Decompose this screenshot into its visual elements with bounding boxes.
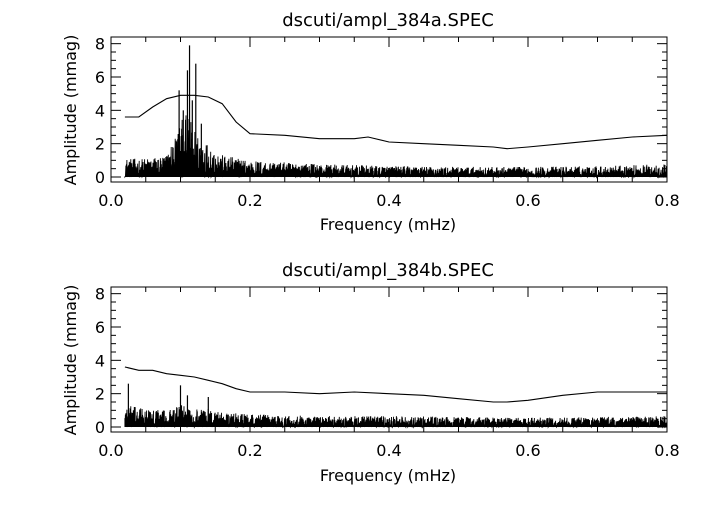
y-tick-label: 8 [95, 285, 105, 304]
x-tick-label: 0.2 [237, 191, 262, 210]
chart-title: dscuti/ampl_384a.SPEC [282, 10, 494, 31]
x-axis-label: Frequency (mHz) [320, 215, 456, 234]
x-tick-label: 0.0 [98, 191, 123, 210]
chart-title: dscuti/ampl_384b.SPEC [282, 260, 494, 281]
panel-top: dscuti/ampl_384a.SPEC Frequency (mHz) Am… [61, 10, 680, 234]
y-axis-label: Amplitude (mmag) [61, 285, 80, 436]
y-tick-label: 2 [95, 135, 105, 154]
x-tick-label: 0.0 [98, 441, 123, 460]
amplitude-spectrum-line [124, 405, 668, 429]
panel-bottom: dscuti/ampl_384b.SPEC Frequency (mHz) Am… [61, 260, 680, 485]
x-tick-label: 0.4 [376, 441, 401, 460]
x-tick-label: 0.8 [654, 191, 679, 210]
y-tick-label: 4 [95, 101, 105, 120]
y-tick-label: 6 [95, 318, 105, 337]
threshold-line [124, 94, 668, 150]
x-tick-label: 0.4 [376, 191, 401, 210]
x-tick-label: 0.6 [515, 191, 540, 210]
y-tick-label: 4 [95, 351, 105, 370]
x-tick-label: 0.8 [654, 441, 679, 460]
y-tick-label: 6 [95, 68, 105, 87]
amplitude-spectrum-line [124, 115, 668, 179]
threshold-line [124, 366, 667, 403]
x-axis-label: Frequency (mHz) [320, 466, 456, 485]
y-tick-label: 0 [95, 418, 105, 437]
x-tick-label: 0.2 [237, 441, 262, 460]
y-tick-label: 8 [95, 35, 105, 54]
x-tick-label: 0.6 [515, 441, 540, 460]
y-axis-label: Amplitude (mmag) [61, 35, 80, 186]
plot-frame [110, 286, 668, 433]
y-tick-label: 0 [95, 168, 105, 187]
y-tick-label: 2 [95, 385, 105, 404]
